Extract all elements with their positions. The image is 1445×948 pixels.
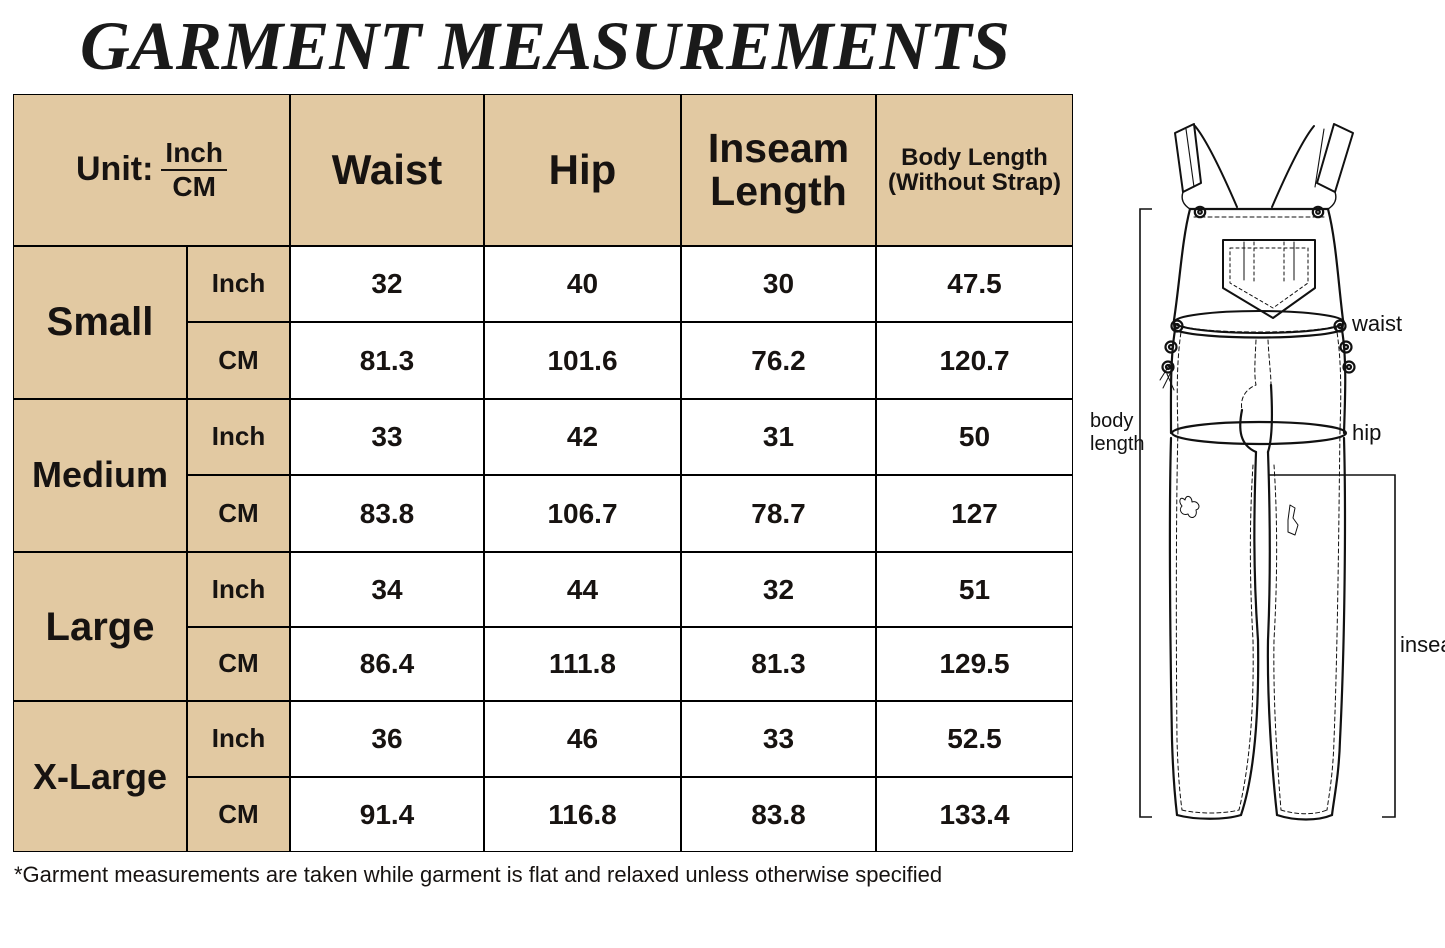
svg-text:waist: waist [1351,311,1402,336]
svg-text:body: body [1090,410,1133,432]
svg-text:hip: hip [1352,420,1381,445]
svg-text:inseam: inseam [1400,632,1445,657]
svg-text:length: length [1090,433,1145,455]
